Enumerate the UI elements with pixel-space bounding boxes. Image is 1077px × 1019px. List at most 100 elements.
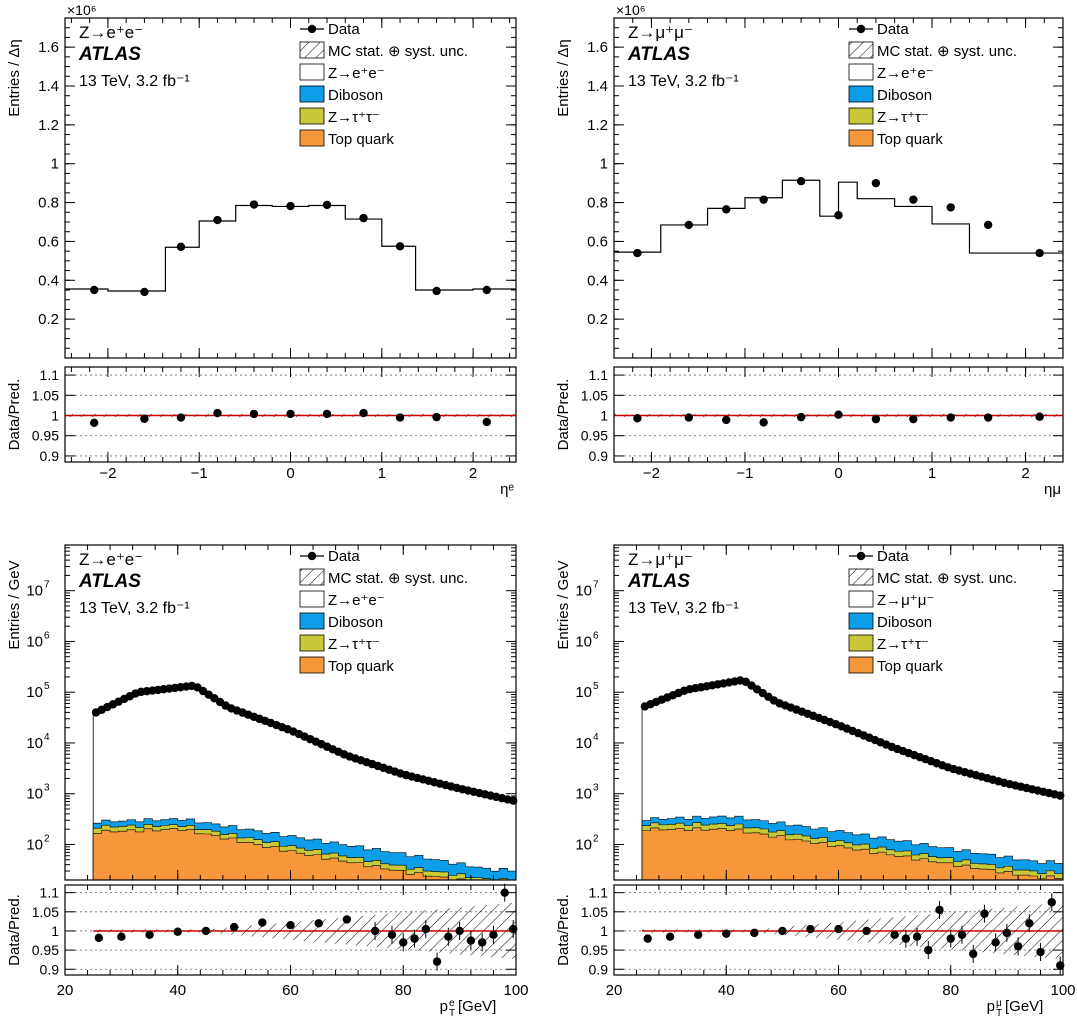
- y-multiplier: ×10⁶: [616, 2, 646, 18]
- data-point: [1035, 249, 1043, 257]
- legend-unc-swatch: [300, 42, 324, 58]
- atlas-label: ATLAS: [78, 44, 141, 65]
- x-tick-label: 80: [942, 982, 959, 999]
- channel-label: Z→μ⁺μ⁻: [628, 550, 693, 569]
- legend-ztautau-swatch: [849, 635, 873, 651]
- ratio-y-tick-label: 0.9: [589, 961, 609, 977]
- y-tick-label: 1.2: [587, 117, 608, 134]
- x-tick-label: −1: [736, 465, 753, 482]
- x-tick-label: 1: [378, 465, 386, 482]
- lumi-label: 13 TeV, 3.2 fb⁻¹: [79, 600, 190, 617]
- legend-signal-swatch: [300, 64, 324, 80]
- ratio-point: [834, 411, 842, 419]
- ratio-point: [984, 413, 992, 421]
- x-tick-label: 40: [169, 982, 186, 999]
- ratio-point: [980, 910, 988, 918]
- ratio-y-tick-label: 1.05: [581, 387, 608, 403]
- y-tick-label: 10: [26, 684, 43, 701]
- x-tick-label: 2: [469, 465, 477, 482]
- ratio-y-tick-label: 1: [600, 923, 608, 939]
- y-tick-exponent: 7: [44, 580, 50, 591]
- panel-2: 0.2 0.4 0.6 0.8 1 1.2 1.4 1.6 ×10⁶ Entries / Δη Z→…: [555, 2, 1063, 498]
- ratio-y-tick-label: 0.95: [581, 428, 608, 444]
- y-tick-label: 0.2: [587, 311, 608, 328]
- ratio-point: [958, 931, 966, 939]
- y-tick-exponent: 4: [593, 732, 599, 743]
- y-tick-label: 10: [575, 735, 592, 752]
- x-tick-label: 100: [1050, 982, 1075, 999]
- ratio-point: [95, 934, 103, 942]
- y-tick-label: 10: [26, 633, 43, 650]
- data-point: [984, 221, 992, 229]
- ratio-y-tick-label: 0.9: [589, 448, 609, 464]
- data-point: [947, 203, 955, 211]
- data-point: [834, 211, 842, 219]
- y-tick-label: 10: [575, 684, 592, 701]
- ratio-point: [924, 946, 932, 954]
- y-tick-label: 10: [26, 583, 43, 600]
- data-point: [286, 202, 294, 210]
- ratio-point: [343, 915, 351, 923]
- ratio-point: [1025, 919, 1033, 927]
- ratio-point: [902, 934, 910, 942]
- data-point: [633, 249, 641, 257]
- ratio-y-tick-label: 0.9: [40, 448, 60, 464]
- y-tick-label: 1.4: [587, 78, 608, 95]
- ratio-point: [991, 938, 999, 946]
- data-point: [759, 195, 767, 203]
- legend-data-marker: [857, 552, 865, 560]
- legend-diboson-swatch: [849, 613, 873, 629]
- legend-unc-swatch: [849, 42, 873, 58]
- ratio-point: [759, 418, 767, 426]
- panel-4: 10210310410510610 7Entries / GeVZ→μ⁺μ⁻ATL…: [555, 545, 1076, 1019]
- legend-signal-swatch: [849, 591, 873, 607]
- x-tick-label: 100: [503, 982, 528, 999]
- x-tick-label: 0: [286, 465, 294, 482]
- ratio-point: [947, 934, 955, 942]
- ratio-point: [117, 933, 125, 941]
- y-tick-label: 0.4: [587, 272, 608, 289]
- ratio-point: [177, 413, 185, 421]
- y-tick-label: 0.8: [38, 195, 59, 212]
- ratio-y-tick-label: 1.1: [589, 885, 609, 901]
- x-tick-label: 60: [282, 982, 299, 999]
- legend-data-text: Data: [877, 548, 909, 565]
- x-tick-label: 40: [718, 982, 735, 999]
- legend-unc-swatch: [849, 569, 873, 585]
- ratio-y-label: Data/Pred.: [555, 379, 572, 451]
- ratio-y-tick-label: 1: [600, 408, 608, 424]
- legend-top-swatch: [849, 130, 873, 146]
- ratio-y-tick-label: 1.05: [581, 904, 608, 920]
- panel-3: 10210310410510610 7Entries / GeVZ→e⁺e⁻ATL…: [6, 545, 529, 1019]
- y-tick-label: 1.2: [38, 117, 59, 134]
- ratio-point: [371, 927, 379, 935]
- y-axis-label: Entries / GeV: [555, 560, 572, 649]
- ratio-point: [890, 931, 898, 939]
- y-tick-exponent: 2: [44, 833, 50, 844]
- legend-unc-text: MC stat. ⊕ syst. unc.: [328, 570, 468, 587]
- ratio-point: [410, 934, 418, 942]
- ratio-point: [422, 925, 430, 933]
- data-point: [797, 177, 805, 185]
- ratio-point: [433, 957, 441, 965]
- y-tick-label: 0.8: [587, 195, 608, 212]
- legend-diboson-swatch: [300, 86, 324, 102]
- legend-top-text: Top quark: [877, 131, 943, 148]
- x-tick-label: 0: [834, 465, 842, 482]
- ratio-point: [685, 413, 693, 421]
- legend-ztautau-text: Z→τ⁺τ⁻: [877, 109, 929, 126]
- y-tick-label: 1: [600, 156, 608, 173]
- y-multiplier: ×10⁶: [67, 2, 97, 18]
- x-tick-label: 60: [830, 982, 847, 999]
- ratio-point: [633, 414, 641, 422]
- ratio-point: [286, 410, 294, 418]
- ratio-y-tick-label: 1.1: [40, 367, 60, 383]
- legend-unc-text: MC stat. ⊕ syst. unc.: [877, 570, 1017, 587]
- x-tick-label: −1: [191, 465, 208, 482]
- legend-diboson-swatch: [849, 86, 873, 102]
- legend-data-marker: [308, 552, 316, 560]
- legend-diboson-text: Diboson: [328, 614, 383, 631]
- y-axis-label: Entries / Δη: [555, 39, 572, 117]
- legend-data-marker: [308, 25, 316, 33]
